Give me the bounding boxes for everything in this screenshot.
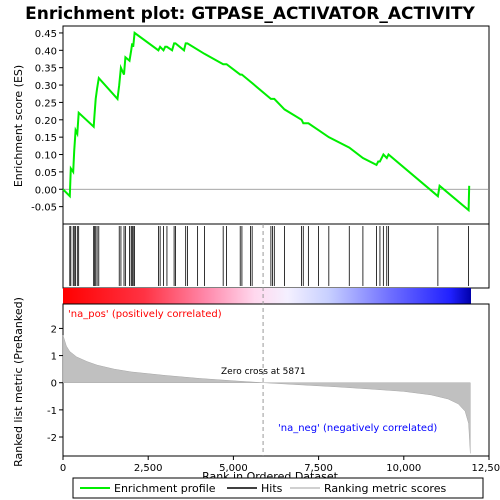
legend-hits-label: Hits bbox=[261, 482, 283, 495]
x-tick-label: 5,000 bbox=[219, 463, 248, 474]
es-tick-label: 0.15 bbox=[35, 133, 57, 144]
x-tick-label: 7,500 bbox=[304, 463, 333, 474]
rank-color-bar bbox=[63, 288, 471, 304]
es-tick-label: 0.10 bbox=[35, 151, 57, 162]
legend: Enrichment profile Hits Ranking metric s… bbox=[72, 477, 484, 499]
es-tick-label: 0.30 bbox=[35, 81, 57, 92]
es-tick-label: -0.05 bbox=[31, 203, 57, 214]
metric-axis-label: Ranked list metric (PreRanked) bbox=[12, 297, 25, 467]
zero-cross-label: Zero cross at 5871 bbox=[221, 367, 306, 377]
legend-enrichment-label: Enrichment profile bbox=[114, 482, 216, 495]
chart-title: Enrichment plot: GTPASE_ACTIVATOR_ACTIVI… bbox=[25, 4, 475, 24]
metric-tick-label: 2 bbox=[51, 324, 57, 335]
metric-tick-label: 1 bbox=[51, 352, 57, 363]
legend-metric-label: Ranking metric scores bbox=[324, 482, 446, 495]
metric-tick-label: -1 bbox=[47, 406, 57, 417]
es-panel: 0.45 0.40 0.35 0.30 0.25 0.20 0.15 0.10 0.05 0.00… bbox=[12, 25, 490, 225]
es-panel-frame bbox=[62, 25, 490, 225]
negative-correlated-label: 'na_neg' (negatively correlated) bbox=[278, 423, 437, 434]
es-tick-label: 0.25 bbox=[35, 98, 57, 109]
x-tick-label: 10,000 bbox=[386, 463, 421, 474]
es-tick-label: 0.00 bbox=[35, 185, 57, 196]
metric-panel: 2 1 0 -1 -2 0 2,500 5,000 7,500 10,000 12,500 'na… bbox=[12, 224, 500, 483]
x-tick-label: 0 bbox=[60, 463, 66, 474]
es-tick-label: 0.40 bbox=[35, 46, 57, 57]
metric-tick-label: -2 bbox=[47, 433, 57, 444]
es-axis-label: Enrichment score (ES) bbox=[12, 65, 25, 187]
es-tick-label: 0.20 bbox=[35, 116, 57, 127]
legend-box bbox=[72, 477, 484, 499]
hits-panel-frame bbox=[62, 223, 490, 289]
enrichment-profile-line bbox=[62, 31, 471, 213]
es-tick-label: 0.05 bbox=[35, 168, 57, 179]
x-tick-label: 2,500 bbox=[134, 463, 163, 474]
metric-tick-label: 0 bbox=[51, 379, 57, 390]
es-tick-label: 0.35 bbox=[35, 64, 57, 75]
hits-panel bbox=[62, 223, 490, 289]
x-tick-label: 12,500 bbox=[472, 463, 500, 474]
color-bar-gradient bbox=[63, 288, 471, 304]
es-tick-label: 0.45 bbox=[35, 29, 57, 40]
ranking-metric-area bbox=[62, 335, 471, 454]
positive-correlated-label: 'na_pos' (positively correlated) bbox=[68, 309, 222, 320]
